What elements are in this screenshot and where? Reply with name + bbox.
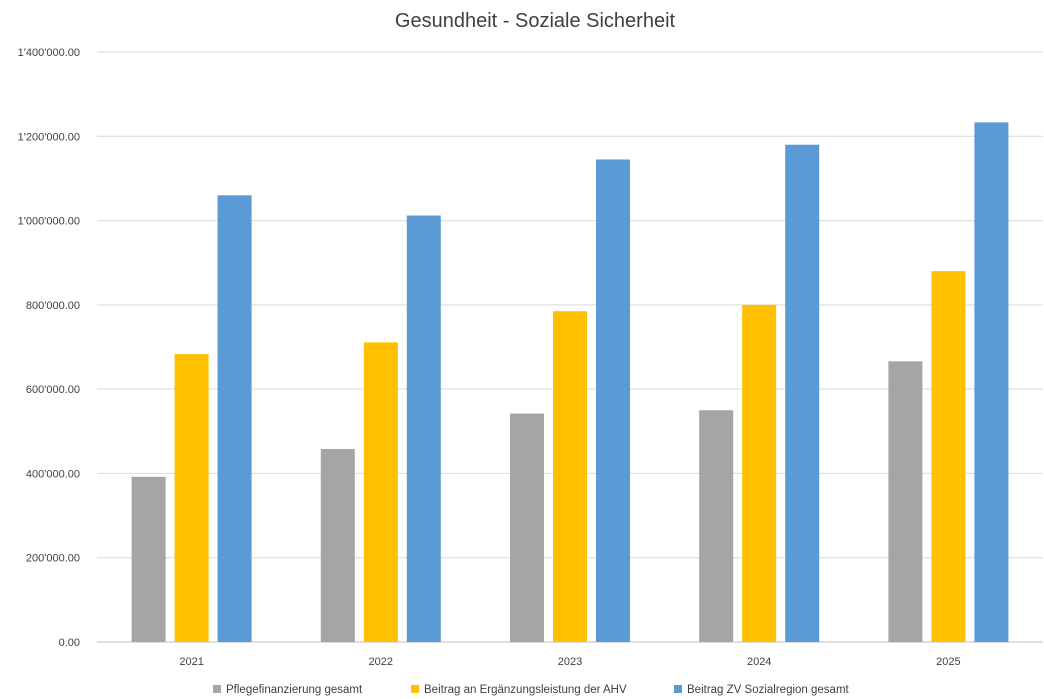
legend: Pflegefinanzierung gesamt Beitrag an Ergä… [213,684,850,696]
legend-label: Beitrag an Ergänzungsleistung der AHV [424,684,627,696]
x-tick-label: 2023 [558,656,582,668]
legend-swatch [213,685,221,693]
legend-swatch [411,685,419,693]
bar-2024-series-3 [785,144,820,642]
bar-2021-series-1 [131,476,166,642]
bar-2023-series-2 [553,311,587,642]
bar-2021-series-3 [217,195,252,643]
bar-2022-series-2 [363,342,398,642]
bars [131,122,1009,643]
bar-2022-series-3 [406,215,441,642]
y-tick-label: 400'000.00 [26,468,80,480]
x-tick-label: 2021 [179,656,203,668]
y-tick-label: 1'400'000.00 [18,47,80,59]
bar-2025-series-3 [974,122,1009,643]
chart-title: Gesundheit - Soziale Sicherheit [395,10,676,32]
legend-swatch [674,685,682,693]
y-tick-label: 600'000.00 [26,384,80,396]
x-axis-ticks: 2021 2022 2023 2024 2025 [179,656,960,668]
x-tick-label: 2022 [369,656,393,668]
x-tick-label: 2025 [936,656,960,668]
bar-2023-series-1 [510,413,544,642]
x-tick-label: 2024 [747,656,771,668]
y-tick-label: 1'200'000.00 [18,131,80,143]
bar-2024-series-2 [742,304,777,642]
legend-label: Pflegefinanzierung gesamt [226,684,363,696]
legend-label: Beitrag ZV Sozialregion gesamt [687,684,850,696]
bar-2024-series-1 [699,410,734,642]
bar-2025-series-1 [888,361,923,642]
y-tick-label: 800'000.00 [26,300,80,312]
bar-2022-series-1 [320,448,355,642]
bar-2025-series-2 [931,271,966,642]
y-tick-label: 1'000'000.00 [18,216,80,228]
y-tick-label: 200'000.00 [26,553,80,565]
bar-2021-series-2 [174,354,209,642]
y-tick-label: 0.00 [59,637,80,649]
bar-2023-series-3 [596,159,630,642]
y-axis-ticks: 0.00 200'000.00 400'000.00 600'000.00 800'00… [18,47,80,649]
